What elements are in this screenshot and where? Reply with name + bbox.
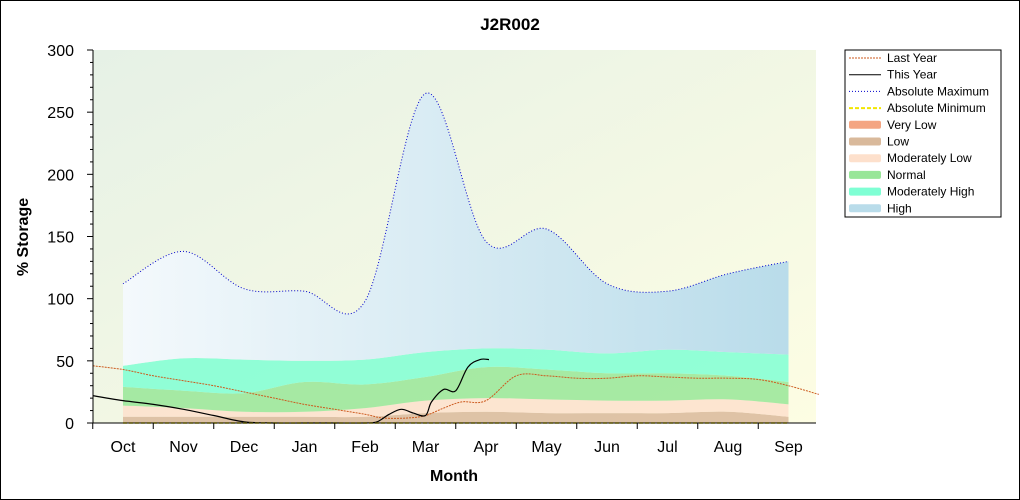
legend-label: Absolute Maximum — [887, 84, 989, 98]
x-tick-label: Sep — [774, 439, 803, 456]
legend-swatch — [849, 137, 881, 146]
legend-item-high: High — [849, 201, 912, 215]
line-absolute-maximum — [122, 92, 789, 315]
legend-box — [844, 49, 1002, 218]
legend-item-moderately-low: Moderately Low — [849, 151, 972, 165]
x-tick-label: Jul — [657, 439, 677, 456]
x-tick-label: Dec — [230, 439, 258, 456]
line-last-year — [92, 365, 819, 419]
legend-label: Moderately High — [887, 185, 974, 199]
legend-label: High — [887, 201, 912, 215]
x-tick-label: Nov — [169, 439, 197, 456]
legend-item-low: Low — [849, 135, 909, 149]
legend-swatch — [849, 204, 881, 213]
line-this-year — [92, 358, 490, 424]
legend-items: Last Year This Year Absolute Maximum Absolu… — [849, 51, 989, 215]
legend-label: Very Low — [887, 118, 937, 132]
legend-item-absolute-minimum: Absolute Minimum — [849, 101, 986, 115]
y-tick-label: 100 — [47, 292, 74, 309]
x-tick-label: Jun — [594, 439, 620, 456]
legend-swatch — [849, 120, 881, 129]
legend-swatch — [849, 187, 881, 196]
legend-label: This Year — [887, 68, 937, 82]
y-tick-label: 0 — [65, 416, 74, 433]
legend-swatch — [849, 154, 881, 163]
x-axis-title: Month — [430, 468, 478, 485]
band-moderately-low — [123, 398, 789, 418]
x-tick-label: Jan — [292, 439, 318, 456]
legend-item-moderately-high: Moderately High — [849, 185, 974, 199]
chart-title: J2R002 — [480, 15, 540, 34]
band-low — [123, 411, 789, 423]
x-tick-label: Feb — [351, 439, 379, 456]
legend-item-last-year: Last Year — [849, 51, 937, 65]
y-tick-label: 150 — [47, 230, 74, 247]
x-tick-label: Apr — [474, 439, 500, 456]
band-moderately-high — [123, 348, 789, 394]
legend-item-this-year: This Year — [849, 68, 937, 82]
y-axis-title: % Storage — [15, 198, 32, 276]
y-tick-label: 50 — [56, 354, 74, 371]
legend-item-absolute-maximum: Absolute Maximum — [849, 84, 989, 98]
x-tick-label: May — [531, 439, 561, 456]
legend-label: Last Year — [887, 51, 937, 65]
legend-label: Moderately Low — [887, 151, 972, 165]
y-tick-label: 300 — [47, 43, 74, 60]
legend-label: Normal — [887, 168, 926, 182]
legend: Last Year This Year Absolute Maximum Absolu… — [844, 49, 1002, 218]
x-tick-label: Aug — [714, 439, 742, 456]
band-high — [123, 92, 789, 366]
legend-swatch — [849, 170, 881, 179]
y-tick-label: 250 — [47, 105, 74, 122]
x-tick-label: Mar — [412, 439, 440, 456]
y-tick-label: 200 — [47, 167, 74, 184]
legend-item-very-low: Very Low — [849, 118, 937, 132]
legend-item-normal: Normal — [849, 168, 926, 182]
legend-label: Absolute Minimum — [887, 101, 986, 115]
axes-layer: 0 50 100 150 200 250 300 Oct Nov Dec Jan Feb Mar Apr M… — [47, 43, 816, 456]
x-tick-label: Oct — [111, 439, 136, 456]
legend-label: Low — [887, 135, 909, 149]
